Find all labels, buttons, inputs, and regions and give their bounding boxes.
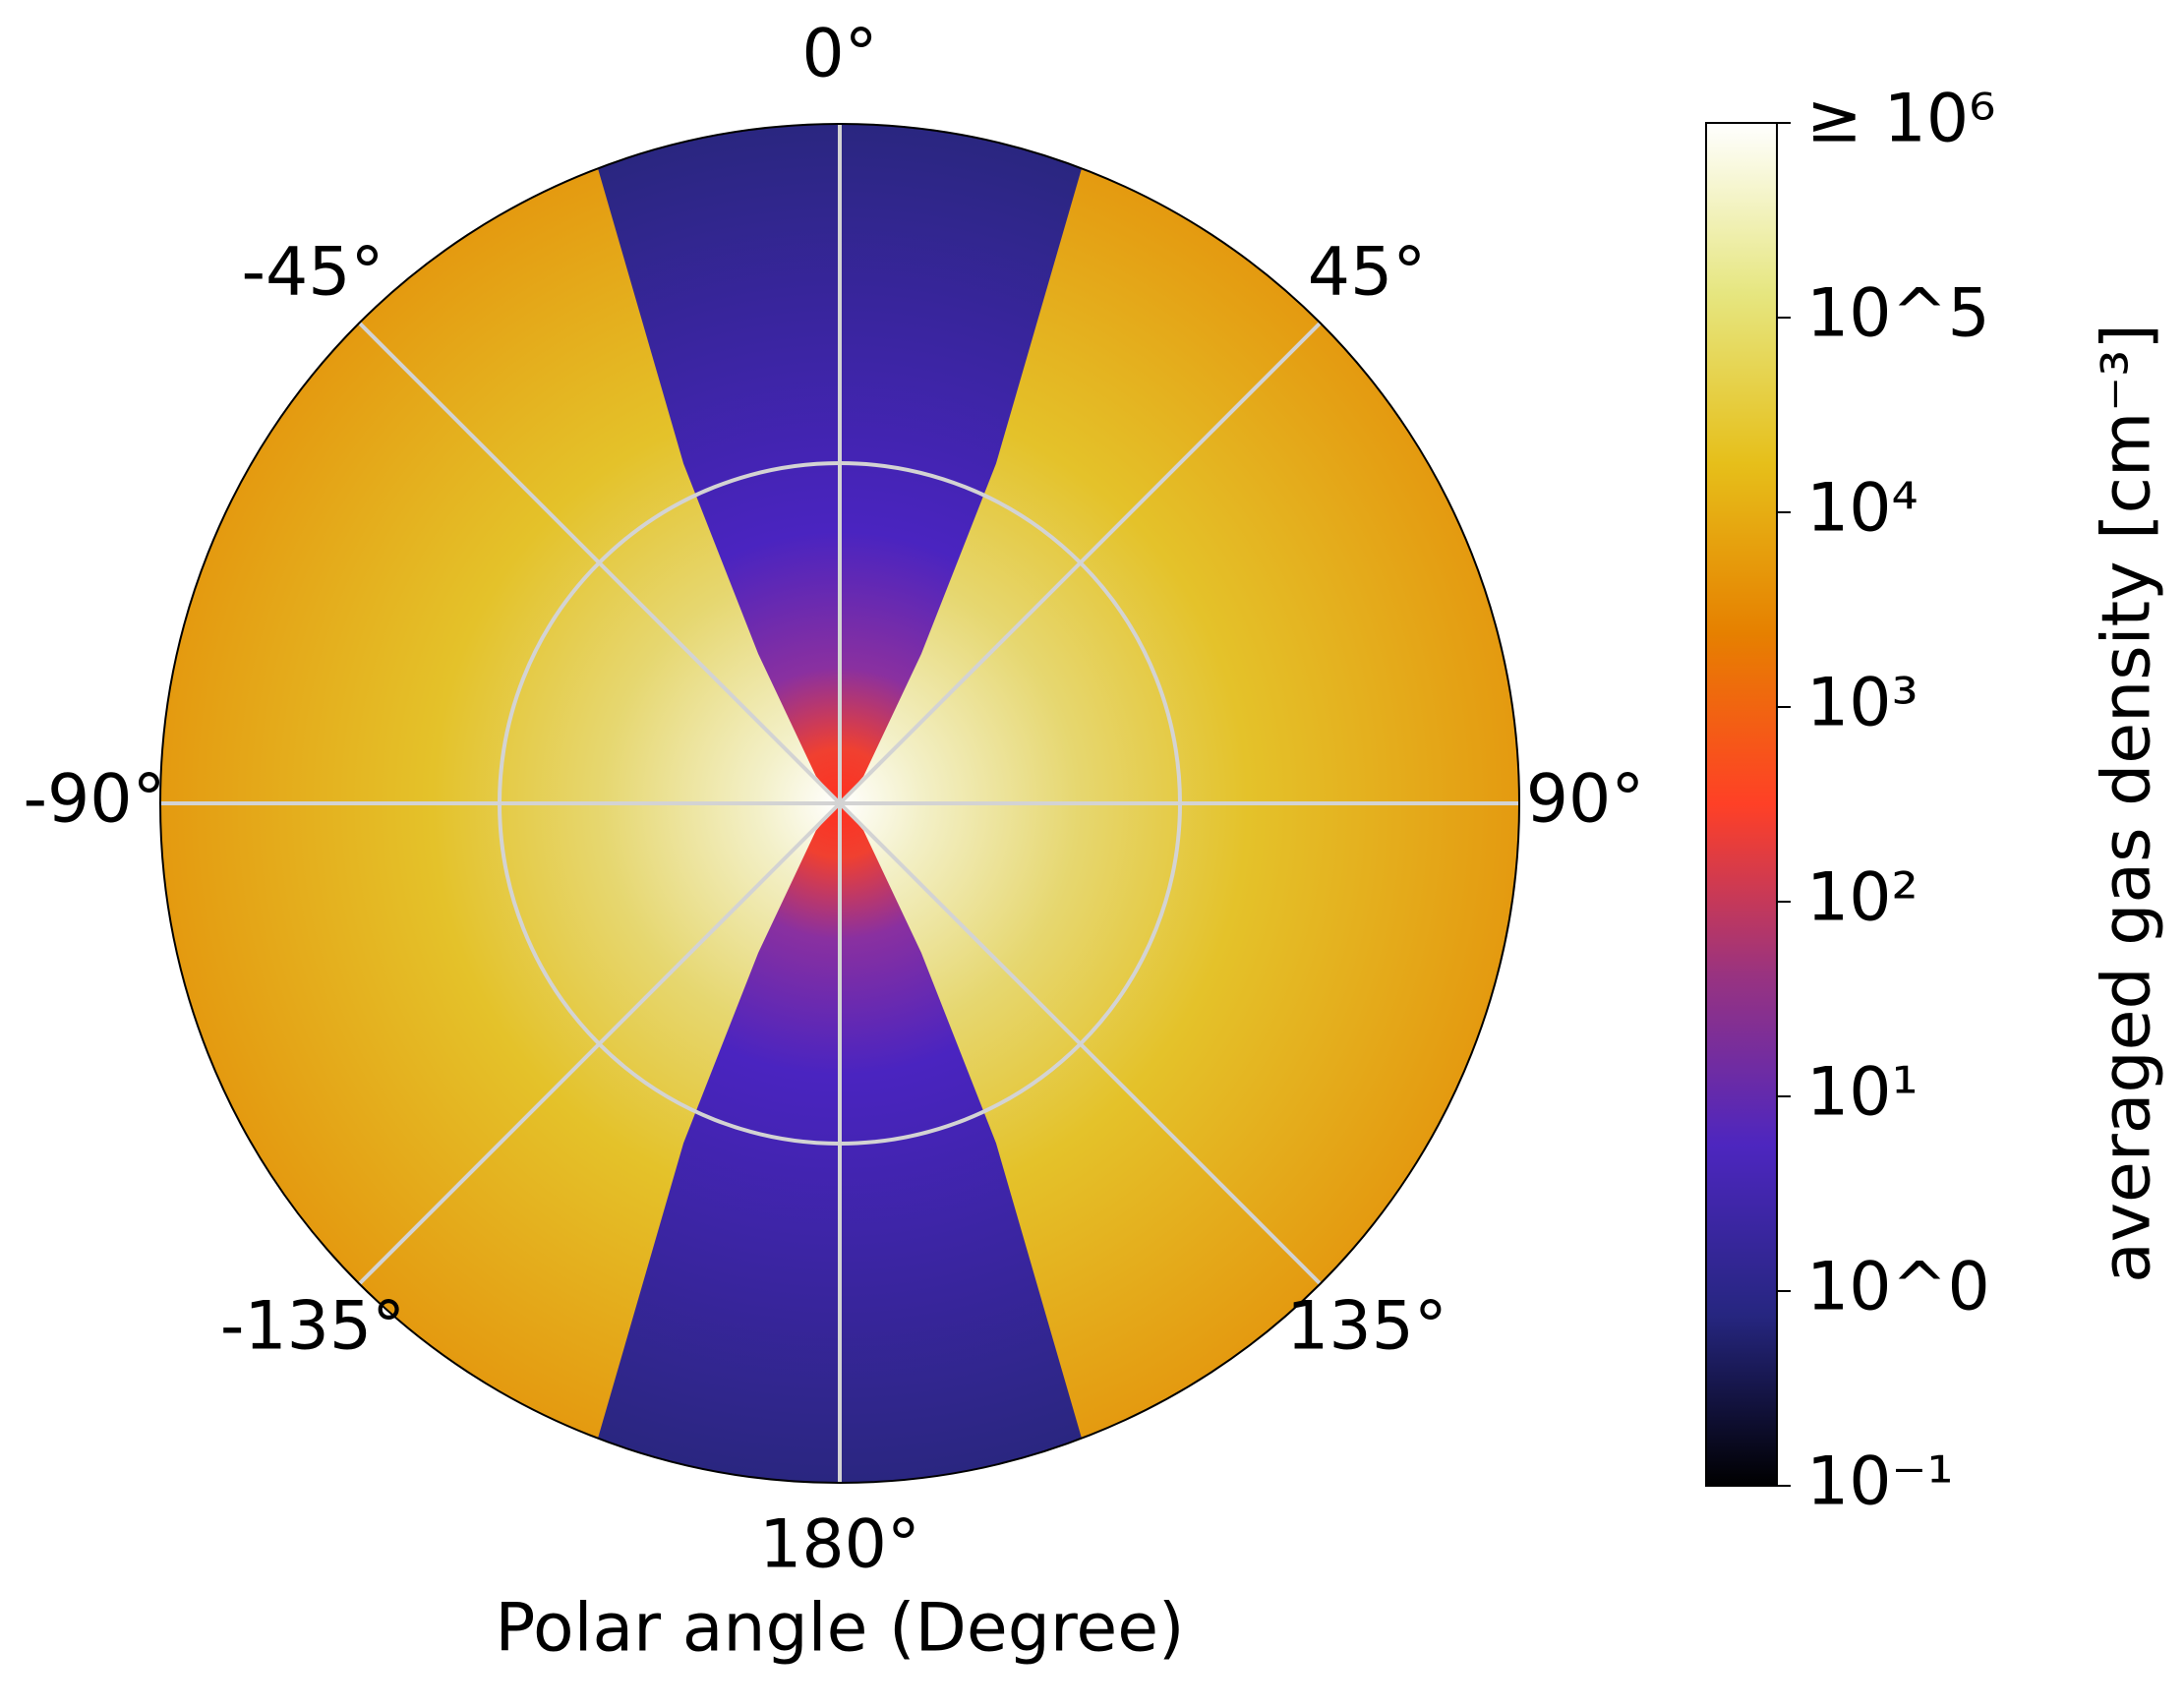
colorbar-tick-label: 10⁻¹ bbox=[1806, 1443, 1954, 1521]
angle-tick-label: 135° bbox=[1286, 1288, 1447, 1366]
angle-tick-label: -90° bbox=[23, 761, 165, 839]
colorbar-label: averaged gas density [cm⁻³] bbox=[2089, 324, 2166, 1283]
angle-tick-label: 45° bbox=[1308, 234, 1427, 312]
angle-tick-label: -45° bbox=[241, 234, 384, 312]
angle-grid-line bbox=[838, 321, 1323, 805]
colorbar-tick-label: 10¹ bbox=[1806, 1054, 1918, 1132]
angle-grid-line bbox=[838, 801, 1323, 1286]
colorbar-tick-label: 10² bbox=[1806, 859, 1918, 937]
x-axis-label: Polar angle (Degree) bbox=[495, 1590, 1184, 1668]
polar-plot bbox=[159, 123, 1520, 1484]
angle-grid-line bbox=[357, 801, 842, 1286]
angle-tick-label: 0° bbox=[801, 16, 877, 93]
colorbar-tick-label: ≥ 10⁶ bbox=[1806, 81, 1995, 158]
colorbar-tick-label: 10³ bbox=[1806, 665, 1918, 742]
angle-grid-line bbox=[357, 321, 842, 805]
colorbar-tick-label: 10^0 bbox=[1806, 1249, 1990, 1326]
angle-grid bbox=[160, 124, 1519, 1483]
colorbar-tick-label: 10^5 bbox=[1806, 275, 1990, 353]
polar-frame bbox=[159, 123, 1520, 1484]
angle-tick-label: 90° bbox=[1526, 761, 1645, 839]
colorbar bbox=[1705, 122, 1778, 1487]
angle-tick-label: -135° bbox=[220, 1288, 405, 1366]
angle-tick-label: 180° bbox=[759, 1506, 920, 1584]
colorbar-tick-label: 10⁴ bbox=[1806, 470, 1918, 548]
